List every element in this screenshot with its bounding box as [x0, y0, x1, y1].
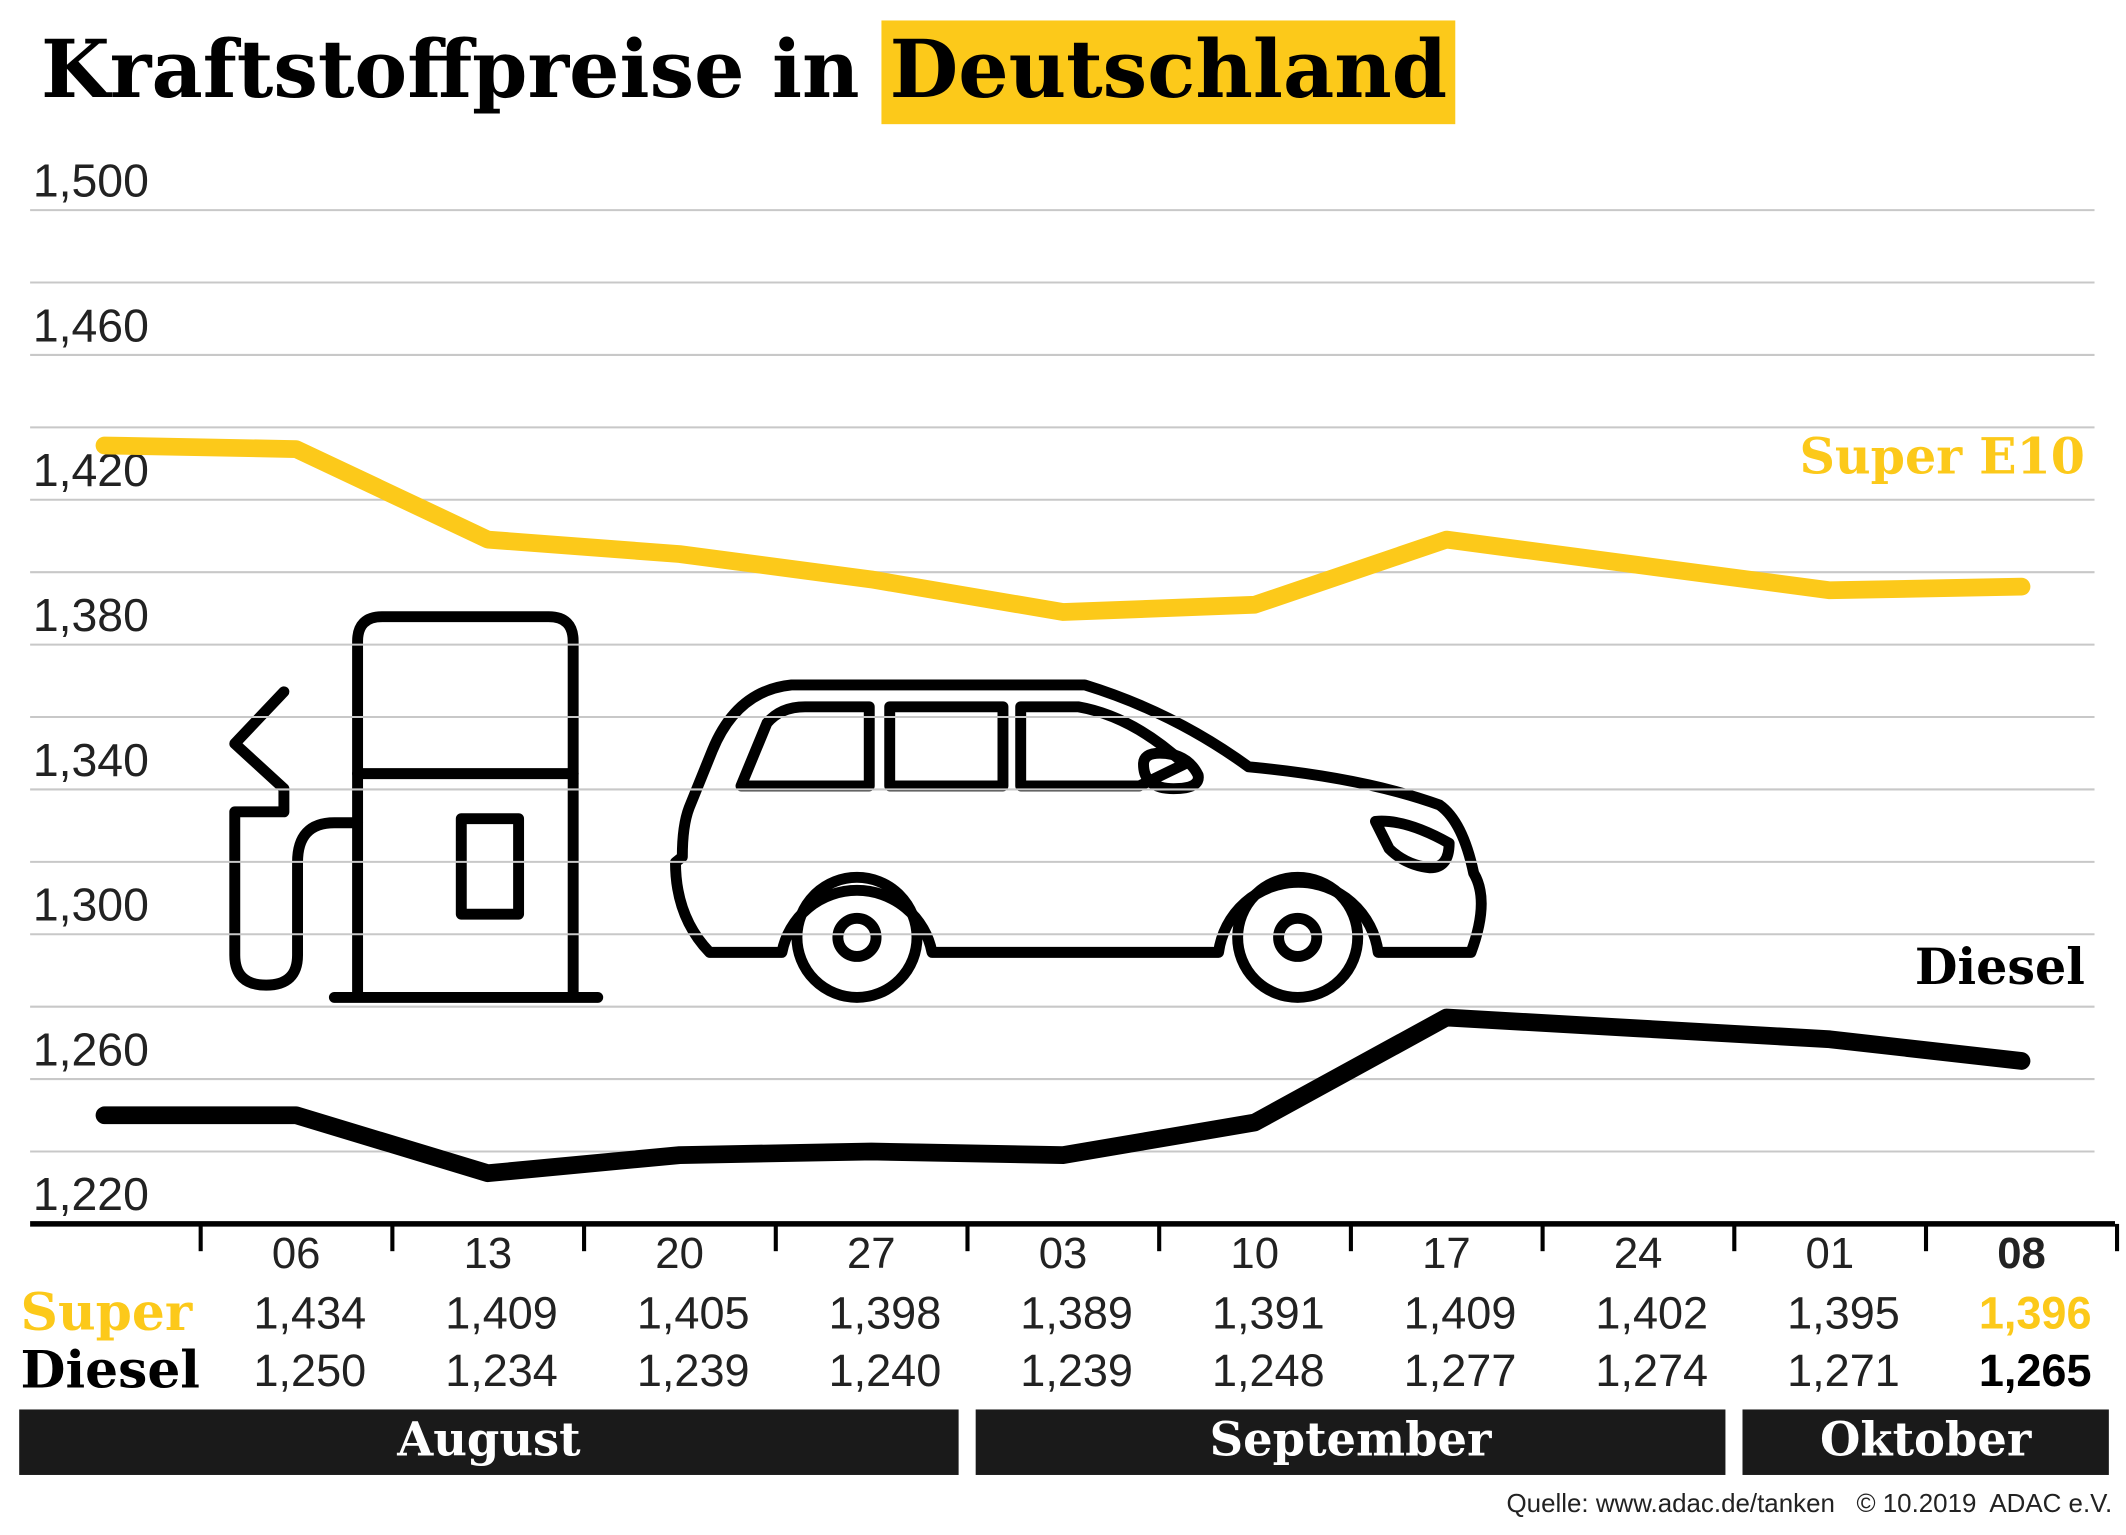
y-tick-label: 1,300: [33, 879, 149, 931]
value-label: 1,277: [1404, 1345, 1517, 1396]
x-tick-label: 10: [1230, 1229, 1279, 1278]
month-label: Oktober: [1820, 1412, 2032, 1467]
value-label: 1,405: [637, 1288, 750, 1339]
data-line: [95, 436, 2031, 621]
y-tick-label: 1,340: [33, 734, 149, 786]
month-bar: [19, 1409, 959, 1475]
value-label: 1,391: [1212, 1288, 1325, 1339]
x-tick-label: 08: [1997, 1229, 2046, 1278]
month-label: September: [1210, 1412, 1492, 1467]
value-label: 1,434: [253, 1288, 366, 1339]
value-label: 1,409: [1404, 1288, 1517, 1339]
legend-label: Super E10: [1799, 428, 2085, 486]
value-label: 1,409: [445, 1288, 558, 1339]
value-label: 1,248: [1212, 1345, 1325, 1396]
pump-icon: [229, 611, 604, 1003]
chart-title-highlight: Deutschland: [890, 23, 1447, 116]
value-label: 1,402: [1595, 1288, 1708, 1339]
y-tick-label: 1,260: [33, 1023, 149, 1075]
month-bar: [1742, 1409, 2109, 1475]
x-tick-label: 17: [1422, 1229, 1471, 1278]
row-label: Diesel: [21, 1339, 200, 1400]
x-tick-label: 20: [655, 1229, 704, 1278]
value-label: 1,234: [445, 1345, 558, 1396]
value-label: 1,239: [1020, 1345, 1133, 1396]
x-tick-label: 03: [1039, 1229, 1088, 1278]
legend-label: Diesel: [1915, 938, 2085, 996]
value-label: 1,271: [1787, 1345, 1900, 1396]
data-line: [95, 1008, 2031, 1183]
x-tick-label: 01: [1806, 1229, 1855, 1278]
value-label: 1,274: [1595, 1345, 1708, 1396]
y-tick-label: 1,460: [33, 299, 149, 351]
x-tick-label: 27: [847, 1229, 896, 1278]
value-label: 1,265: [1979, 1345, 2092, 1396]
value-label: 1,250: [253, 1345, 366, 1396]
title-highlight: [881, 20, 1456, 125]
chart-title: Kraftstoffpreise in: [41, 23, 860, 116]
source-note: Quelle: www.adac.de/tanken © 10.2019 ADA…: [1507, 1490, 2113, 1518]
value-label: 1,398: [829, 1288, 942, 1339]
month-bar: [975, 1409, 1726, 1475]
car-icon: [670, 679, 1487, 1003]
x-tick-label: 24: [1614, 1229, 1663, 1278]
value-label: 1,240: [829, 1345, 942, 1396]
value-label: 1,395: [1787, 1288, 1900, 1339]
y-tick-label: 1,380: [33, 589, 149, 641]
y-tick-label: 1,220: [33, 1168, 149, 1220]
y-tick-label: 1,500: [33, 154, 149, 206]
value-label: 1,239: [637, 1345, 750, 1396]
value-label: 1,389: [1020, 1288, 1133, 1339]
x-tick-label: 13: [464, 1229, 513, 1278]
month-label: August: [396, 1412, 581, 1467]
x-tick-label: 06: [272, 1229, 321, 1278]
value-label: 1,396: [1979, 1288, 2092, 1339]
row-label: Super: [21, 1282, 193, 1343]
